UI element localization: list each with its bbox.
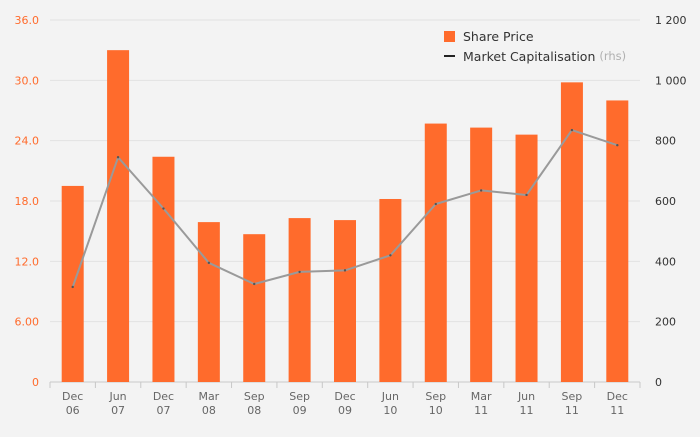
x-tick-label-month: Jun bbox=[381, 390, 399, 403]
y-right-tick-label: 400 bbox=[655, 255, 676, 268]
legend-swatch-bar-icon bbox=[444, 30, 455, 42]
line-point bbox=[525, 193, 528, 197]
bar bbox=[334, 220, 356, 382]
bar bbox=[424, 123, 447, 383]
y-right-tick-label: 1 000 bbox=[655, 74, 687, 87]
x-tick-label-year: 08 bbox=[202, 404, 216, 417]
x-tick-label-year: 09 bbox=[293, 404, 307, 417]
bar bbox=[107, 50, 130, 383]
x-tick-label-month: Sep bbox=[289, 390, 310, 403]
x-tick-label-year: 11 bbox=[520, 404, 534, 417]
legend-note-rhs: (rhs) bbox=[599, 49, 627, 63]
x-tick-label-year: 07 bbox=[156, 404, 170, 417]
bar bbox=[152, 156, 175, 382]
x-tick-label-month: Mar bbox=[471, 390, 492, 403]
legend-label-market-cap: Market Capitalisation bbox=[463, 48, 596, 64]
legend-label-share-price: Share Price bbox=[463, 28, 534, 44]
bar bbox=[288, 218, 311, 382]
bar bbox=[470, 127, 493, 382]
line-point bbox=[116, 156, 120, 159]
y-right-tick-label: 800 bbox=[655, 135, 676, 148]
bar bbox=[515, 134, 538, 382]
x-tick-label-year: 09 bbox=[338, 404, 352, 417]
legend-item-market-cap: Market Capitalisation (rhs) bbox=[444, 46, 626, 66]
x-tick-label-year: 11 bbox=[565, 404, 579, 417]
y-left-tick-label: 6.00 bbox=[15, 316, 40, 329]
line-point bbox=[343, 269, 347, 272]
y-right-tick-label: 1 200 bbox=[655, 14, 687, 27]
x-tick-label-month: Mar bbox=[198, 390, 219, 403]
x-tick-label-year: 11 bbox=[474, 404, 488, 417]
legend-item-share-price: Share Price bbox=[444, 26, 626, 46]
x-tick-label-month: Dec bbox=[153, 390, 174, 403]
line-point bbox=[479, 189, 483, 192]
y-left-tick-label: 18.0 bbox=[15, 195, 40, 208]
x-tick-label-month: Jun bbox=[108, 390, 126, 403]
line-point bbox=[253, 282, 256, 286]
x-tick-label-year: 11 bbox=[610, 404, 624, 417]
x-tick-label-year: 08 bbox=[247, 404, 261, 417]
bar bbox=[560, 82, 583, 382]
line-point bbox=[162, 207, 165, 210]
y-right-tick-label: 0 bbox=[655, 376, 662, 389]
bar bbox=[379, 198, 402, 382]
y-right-tick-label: 200 bbox=[655, 316, 676, 329]
x-tick-label-month: Jun bbox=[517, 390, 535, 403]
line-point bbox=[616, 143, 619, 147]
y-right-tick-label: 600 bbox=[655, 195, 676, 208]
y-left-tick-label: 24.0 bbox=[15, 135, 40, 148]
y-left-tick-label: 0 bbox=[32, 376, 39, 389]
x-tick-label-month: Dec bbox=[334, 390, 355, 403]
x-tick-label-year: 07 bbox=[111, 404, 125, 417]
bar bbox=[243, 234, 266, 382]
line-point bbox=[389, 254, 392, 257]
line-point bbox=[71, 285, 74, 289]
line-point bbox=[207, 261, 211, 265]
x-tick-label-month: Sep bbox=[244, 390, 265, 403]
line-point bbox=[434, 202, 437, 206]
x-tick-label-year: 10 bbox=[429, 404, 443, 417]
x-tick-label-year: 06 bbox=[66, 404, 80, 417]
line-point bbox=[570, 128, 574, 132]
legend: Share Price Market Capitalisation (rhs) bbox=[444, 26, 626, 66]
legend-swatch-line-icon bbox=[444, 55, 455, 57]
line-point bbox=[298, 270, 301, 274]
x-tick-label-month: Sep bbox=[562, 390, 583, 403]
bar bbox=[61, 185, 84, 382]
bar bbox=[606, 100, 629, 382]
x-tick-label-year: 10 bbox=[383, 404, 397, 417]
x-tick-label-month: Dec bbox=[607, 390, 628, 403]
y-left-tick-label: 36.0 bbox=[15, 14, 40, 27]
y-left-tick-label: 12.0 bbox=[15, 255, 40, 268]
x-tick-label-month: Sep bbox=[425, 390, 446, 403]
x-tick-label-month: Dec bbox=[62, 390, 83, 403]
y-left-tick-label: 30.0 bbox=[15, 74, 40, 87]
bar bbox=[197, 222, 220, 382]
